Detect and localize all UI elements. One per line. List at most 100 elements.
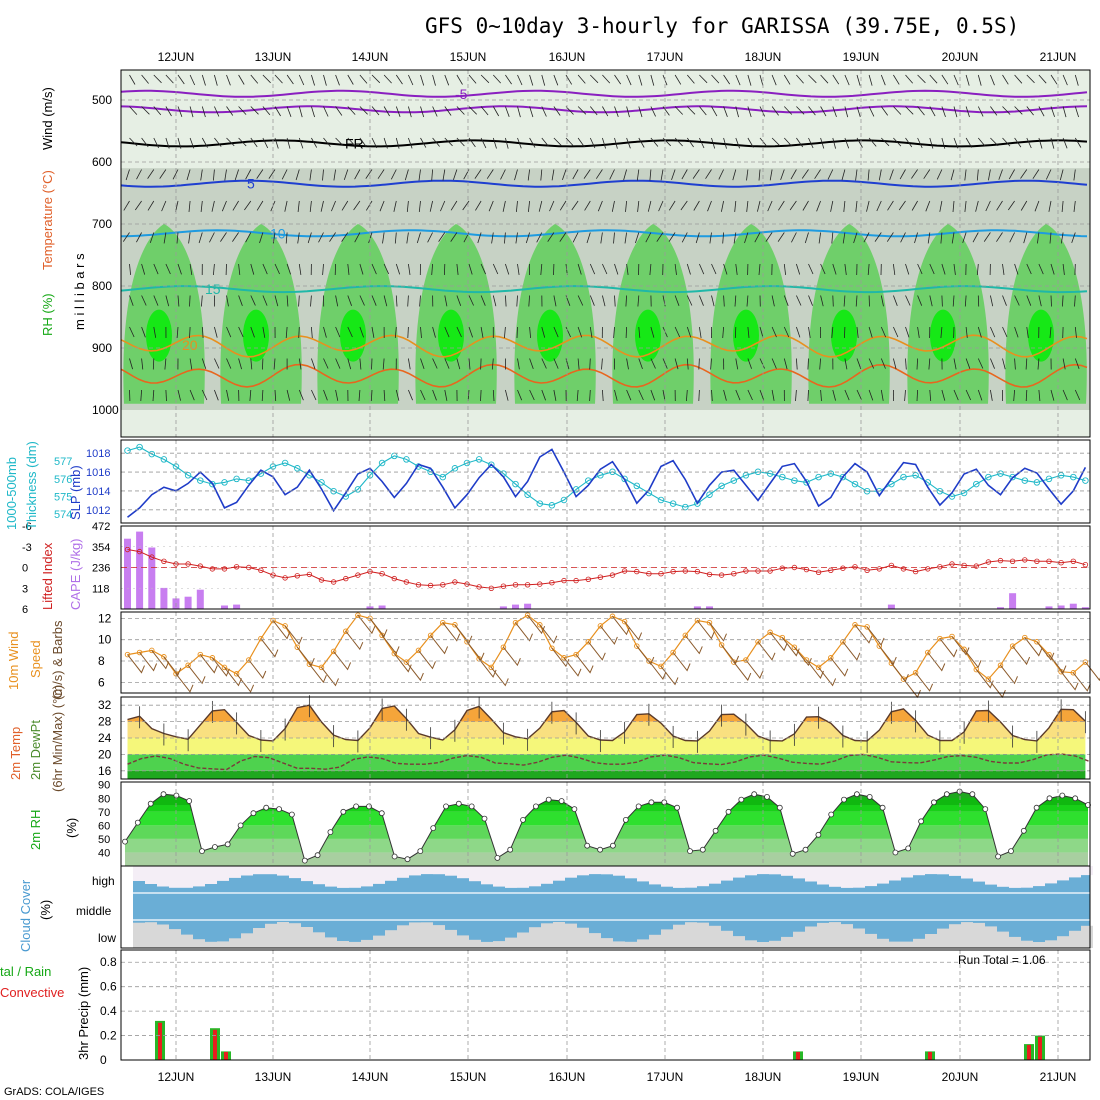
overlay-layer bbox=[121, 567, 1090, 921]
cloud-low-block bbox=[409, 922, 421, 948]
upper-wind-barb bbox=[759, 358, 765, 369]
wind10m-barb bbox=[842, 641, 861, 661]
temp-band bbox=[127, 770, 1086, 779]
upper-wind-barb bbox=[1014, 74, 1023, 84]
upper-wind-barb bbox=[863, 232, 870, 243]
upper-wind-barb bbox=[571, 200, 579, 211]
upper-wind-barb bbox=[856, 358, 862, 369]
cape-tick-label: 354 bbox=[92, 542, 110, 554]
upper-wind-barb bbox=[808, 326, 811, 338]
upper-wind-barb bbox=[274, 295, 279, 307]
rh-bright-core bbox=[733, 309, 759, 362]
upper-wind-barb bbox=[602, 263, 608, 275]
rh-2m-point bbox=[866, 794, 873, 800]
upper-wind-barb bbox=[734, 200, 737, 212]
precip-tick-label: 0.2 bbox=[100, 1029, 117, 1043]
rh-2m-point bbox=[648, 799, 655, 806]
upper-wind-barb bbox=[614, 106, 619, 117]
thickness-point bbox=[354, 486, 362, 493]
upper-wind-barb bbox=[965, 326, 968, 338]
wind10m-barb bbox=[563, 657, 582, 677]
rh-2m-point bbox=[1020, 827, 1027, 834]
upper-wind-barb bbox=[129, 263, 131, 275]
rh-2m-point bbox=[186, 798, 193, 804]
upper-air-wind-label: Wind (m/s) bbox=[40, 87, 55, 150]
upper-wind-barb bbox=[674, 358, 679, 370]
upper-wind-barb bbox=[505, 263, 510, 275]
upper-wind-barb bbox=[177, 389, 181, 401]
cloud-low-block bbox=[361, 939, 373, 948]
cloud-high-block bbox=[277, 866, 289, 876]
cloud-low-block bbox=[253, 928, 265, 948]
cloud-labels: Cloud Cover (%) high middle low bbox=[18, 874, 116, 952]
upper-wind-barb bbox=[491, 232, 494, 244]
upper-wind-barb bbox=[613, 232, 615, 244]
upper-wind-barb bbox=[480, 389, 482, 402]
upper-wind-barb bbox=[492, 389, 495, 402]
upper-wind-barb bbox=[559, 232, 567, 242]
cloud-low-block bbox=[169, 929, 181, 948]
cloud-high-block bbox=[1009, 866, 1021, 888]
upper-wind-barb bbox=[238, 326, 244, 338]
upper-wind-barb bbox=[735, 389, 741, 401]
upper-wind-barb bbox=[1037, 358, 1040, 370]
upper-wind-barb bbox=[1023, 232, 1028, 244]
upper-wind-barb bbox=[796, 106, 805, 115]
upper-wind-barb bbox=[250, 295, 256, 306]
upper-wind-barb bbox=[141, 295, 147, 306]
upper-wind-barb bbox=[311, 326, 313, 339]
thickness-tick-label: 577 bbox=[54, 456, 72, 468]
wind10m-barb bbox=[430, 635, 449, 655]
upper-wind-barb bbox=[941, 389, 946, 401]
upper-wind-barb bbox=[843, 295, 846, 307]
upper-wind-barb bbox=[383, 137, 388, 149]
upper-wind-barb bbox=[832, 106, 837, 118]
rh-tick-label: 90 bbox=[98, 780, 110, 792]
upper-wind-barb bbox=[250, 106, 259, 115]
upper-wind-barb bbox=[152, 358, 155, 370]
cloud-high-block bbox=[577, 866, 589, 876]
upper-wind-barb bbox=[562, 169, 567, 181]
cloud-high-block bbox=[421, 866, 433, 875]
cloud-low-block bbox=[673, 924, 685, 948]
upper-wind-barb bbox=[272, 232, 276, 244]
upper-wind-barb bbox=[744, 232, 749, 244]
wind10m-barb bbox=[1048, 654, 1067, 674]
upper-wind-barb bbox=[262, 74, 271, 84]
upper-wind-barb bbox=[609, 169, 615, 180]
upper-wind-barb bbox=[1009, 232, 1015, 243]
upper-wind-barb bbox=[189, 263, 193, 275]
upper-wind-barb bbox=[450, 200, 458, 211]
upper-wind-barb bbox=[687, 106, 696, 115]
upper-wind-barb bbox=[589, 106, 598, 116]
cloud-high-block bbox=[1021, 866, 1033, 888]
cloud-high-block bbox=[721, 866, 733, 881]
upper-wind-barb bbox=[505, 106, 510, 117]
wind10m-barb bbox=[672, 652, 691, 672]
lifted-index-point bbox=[1082, 562, 1089, 568]
upper-wind-barb bbox=[492, 137, 497, 149]
upper-wind-barb bbox=[711, 137, 716, 149]
cloud-label: Cloud Cover bbox=[18, 879, 33, 952]
cloud-high-block bbox=[877, 866, 889, 884]
upper-wind-barb bbox=[201, 389, 208, 401]
upper-wind-barb bbox=[285, 232, 288, 244]
cloud-low-block bbox=[577, 927, 589, 948]
upper-wind-barb bbox=[820, 263, 826, 275]
upper-wind-barb bbox=[1074, 74, 1079, 86]
upper-wind-barb bbox=[333, 169, 336, 181]
upper-wind-barb bbox=[998, 169, 1003, 180]
cloud-high-block bbox=[397, 866, 409, 878]
dewpoint-2m-line bbox=[127, 753, 1090, 771]
bottom-day-label: 14JUN bbox=[352, 1070, 389, 1084]
upper-wind-barb bbox=[176, 326, 179, 339]
wind10m-barb bbox=[187, 664, 206, 685]
wind10m-barb bbox=[1060, 671, 1079, 691]
upper-wind-barb bbox=[905, 358, 907, 370]
upper-wind-barb bbox=[796, 358, 798, 370]
upper-wind-barb bbox=[368, 232, 373, 244]
upper-wind-barb bbox=[988, 169, 991, 181]
wind10m-barb bbox=[1036, 641, 1055, 661]
upper-wind-barb bbox=[371, 295, 377, 306]
rh-2m-point bbox=[943, 791, 950, 798]
